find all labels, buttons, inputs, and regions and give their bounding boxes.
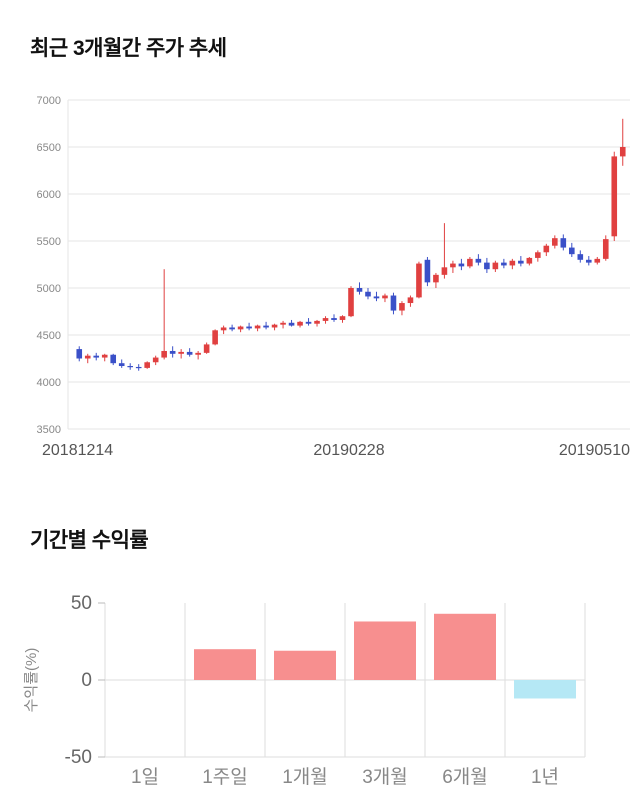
svg-text:6개월: 6개월 [442, 766, 488, 788]
svg-text:5500: 5500 [37, 236, 61, 248]
svg-text:7000: 7000 [37, 95, 61, 107]
svg-text:6500: 6500 [37, 142, 61, 154]
svg-text:6000: 6000 [37, 189, 61, 201]
svg-text:4500: 4500 [37, 330, 61, 342]
svg-text:20181214: 20181214 [42, 442, 113, 459]
price-trend-title: 최근 3개월간 주가 추세 [30, 37, 227, 60]
svg-text:1주일: 1주일 [202, 766, 248, 788]
svg-text:20190510: 20190510 [559, 442, 630, 459]
svg-text:1일: 1일 [131, 766, 159, 788]
svg-text:0: 0 [81, 670, 92, 691]
price-candlestick-chart: 3500 4000 4500 5000 5500 6000 6500 7000 20181214… [37, 95, 631, 459]
svg-text:4000: 4000 [37, 377, 61, 389]
svg-text:3개월: 3개월 [362, 766, 408, 788]
returns-bar-chart: 50 0 -50 1일 1주일 1개월 3개월 6개월 1년 수익률(%) [23, 593, 586, 788]
returns-by-period-title: 기간별 수익률 [30, 529, 149, 552]
svg-text:1개월: 1개월 [282, 766, 328, 788]
svg-text:5000: 5000 [37, 283, 61, 295]
svg-text:1년: 1년 [531, 766, 559, 788]
svg-text:50: 50 [71, 593, 92, 614]
svg-text:-50: -50 [65, 747, 92, 768]
svg-text:20190228: 20190228 [313, 442, 384, 459]
svg-text:수익률(%): 수익률(%) [23, 648, 40, 713]
svg-text:3500: 3500 [37, 424, 61, 436]
